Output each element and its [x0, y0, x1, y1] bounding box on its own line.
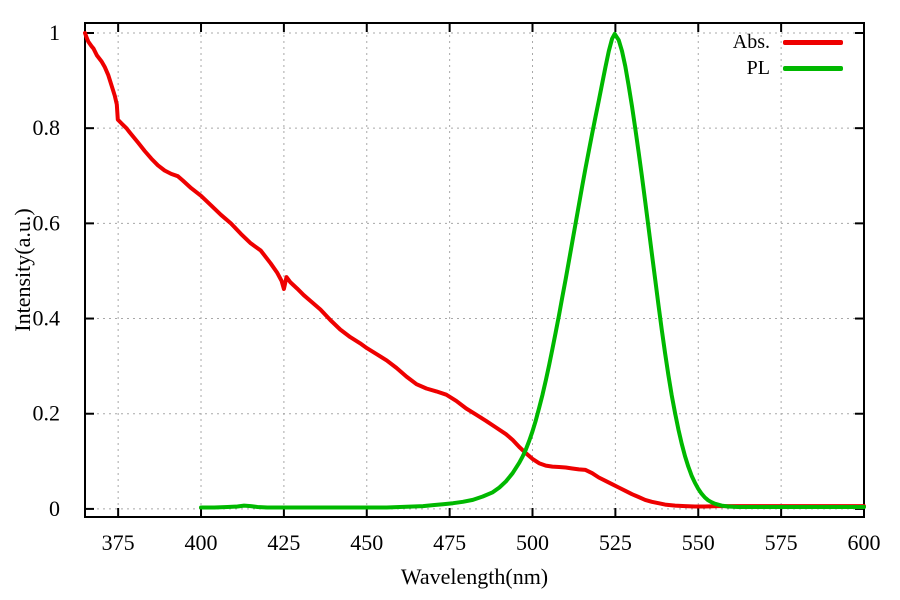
x-tick-label: 450: [350, 530, 383, 555]
x-tick-label: 500: [516, 530, 549, 555]
legend-label-abs: Abs.: [732, 31, 770, 53]
x-tick-label: 525: [599, 530, 632, 555]
x-tick-label: 400: [185, 530, 218, 555]
legend-item-pl: PL: [733, 55, 843, 81]
x-tick-label: 550: [682, 530, 715, 555]
y-tick-label: 0.6: [33, 210, 61, 235]
legend: Abs. PL: [733, 29, 843, 81]
legend-line-pl-sample: [783, 65, 843, 71]
y-tick-label: 0: [49, 496, 60, 521]
legend-item-abs: Abs.: [733, 29, 843, 55]
x-tick-label: 425: [267, 530, 300, 555]
x-tick-label: 600: [848, 530, 881, 555]
x-tick-label: 475: [433, 530, 466, 555]
y-tick-label: 0.8: [33, 115, 61, 140]
y-tick-label: 0.2: [33, 401, 61, 426]
plot-border: [84, 22, 865, 518]
x-axis-title: Wavelength(nm): [400, 564, 549, 589]
y-tick-label: 1: [49, 20, 60, 45]
y-axis-title: Intensity(a.u.): [10, 208, 35, 332]
pl-curve: [199, 31, 866, 510]
legend-label-pl: PL: [746, 57, 770, 79]
x-tick-label: 375: [102, 530, 135, 555]
abs-curve: [83, 31, 866, 509]
y-tick-label: 0.4: [33, 306, 61, 331]
legend-line-abs-sample: [783, 39, 843, 45]
x-tick-label: 575: [765, 530, 798, 555]
